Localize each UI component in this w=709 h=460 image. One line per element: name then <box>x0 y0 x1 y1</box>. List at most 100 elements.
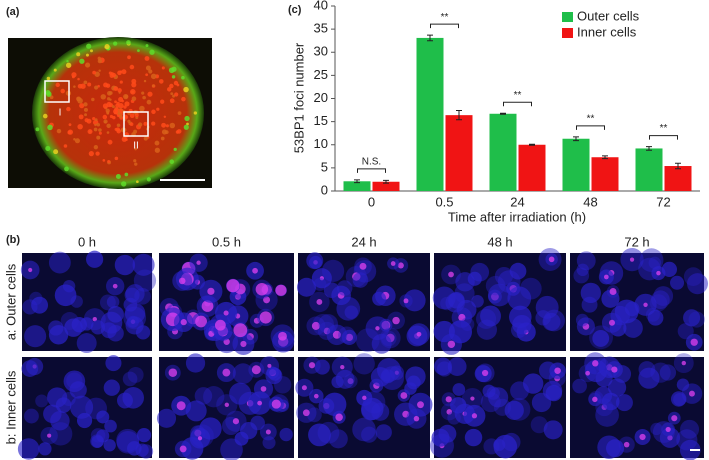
foci <box>681 360 687 366</box>
cell-dot <box>84 113 87 117</box>
cell-dot <box>134 113 139 118</box>
foci <box>400 392 408 399</box>
cell-dot <box>108 91 113 95</box>
foci <box>240 340 247 348</box>
cell-dot <box>131 78 137 84</box>
foci <box>226 279 240 293</box>
nucleus <box>156 408 177 428</box>
cell-dot <box>46 91 52 97</box>
nucleus <box>471 294 484 308</box>
cell-dot <box>161 122 167 128</box>
cell-dot <box>102 159 106 162</box>
cell-dot <box>60 88 65 94</box>
foci <box>629 257 635 262</box>
nucleus <box>535 295 559 319</box>
nucleus <box>452 383 466 396</box>
cell-dot <box>133 159 137 163</box>
foci <box>592 396 598 403</box>
cell-dot <box>63 144 68 148</box>
foci <box>548 256 555 263</box>
cell-dot <box>143 79 147 83</box>
cell-dot <box>137 122 143 127</box>
cell-dot <box>113 108 119 115</box>
cell-dot <box>151 84 155 88</box>
nucleus <box>504 400 524 420</box>
foci <box>112 283 118 289</box>
cell-dot <box>118 103 124 109</box>
nucleus <box>96 429 110 443</box>
foci <box>481 369 489 377</box>
cell-dot <box>172 94 176 98</box>
nucleus <box>105 355 122 372</box>
foci <box>259 311 272 324</box>
y-tick-label: 15 <box>314 113 328 128</box>
nucleus <box>639 248 664 273</box>
nucleus <box>63 370 86 393</box>
cell-dot <box>96 135 101 140</box>
cell-dot <box>113 41 118 46</box>
foci <box>446 409 453 415</box>
cell-dot <box>35 127 40 132</box>
nucleus <box>328 429 348 449</box>
error-bar <box>573 136 579 142</box>
cell-dot <box>65 62 72 68</box>
foci <box>195 315 207 328</box>
cell-dot <box>134 147 137 151</box>
nucleus <box>335 369 355 389</box>
cell-dot <box>117 88 122 93</box>
cell-dot <box>90 49 93 53</box>
foci <box>92 316 97 322</box>
foci <box>308 362 316 369</box>
cell-dot <box>131 82 137 88</box>
cell-dot <box>106 131 110 134</box>
nucleus <box>592 330 610 347</box>
foci <box>611 366 618 373</box>
cell-dot <box>126 40 131 45</box>
cell-dot <box>145 65 151 71</box>
foci <box>667 435 673 441</box>
cell-dot <box>141 91 145 95</box>
cell-dot <box>111 105 115 109</box>
nucleus <box>488 283 511 307</box>
nucleus <box>431 428 450 447</box>
cell-dot <box>94 118 98 122</box>
nucleus <box>650 362 671 383</box>
nucleus <box>185 400 207 422</box>
nucleus <box>494 266 514 286</box>
legend-swatch <box>562 12 573 22</box>
bar <box>591 157 619 191</box>
cell-dot <box>160 136 165 141</box>
cell-dot <box>105 83 111 88</box>
foci <box>413 415 420 422</box>
foci <box>689 390 695 397</box>
nucleus <box>507 286 532 311</box>
cell-dot <box>100 94 106 100</box>
cell-dot <box>173 147 177 152</box>
foci <box>671 415 678 422</box>
foci <box>197 436 203 441</box>
cell-dot <box>161 129 168 135</box>
bar <box>343 181 371 191</box>
foci <box>196 260 201 265</box>
cell-dot <box>46 76 51 81</box>
nucleus <box>104 419 117 433</box>
significance-bracket <box>357 168 386 173</box>
nucleus <box>21 360 39 377</box>
nucleus <box>279 427 293 442</box>
x-tick-label: 24 <box>510 194 524 209</box>
foci <box>448 271 454 278</box>
cell-dot <box>114 100 117 104</box>
foci <box>470 396 475 401</box>
nucleus <box>624 301 640 317</box>
nucleus <box>688 311 705 328</box>
nucleus <box>606 439 625 458</box>
foci <box>251 365 261 375</box>
nucleus <box>90 428 106 443</box>
significance-label: ** <box>514 90 522 101</box>
nucleus <box>510 322 527 339</box>
cell-dot <box>131 96 137 102</box>
nucleus <box>24 325 47 348</box>
x-tick-label: 0.5 <box>435 194 453 209</box>
nucleus <box>352 417 376 442</box>
cell-dot <box>181 75 185 80</box>
